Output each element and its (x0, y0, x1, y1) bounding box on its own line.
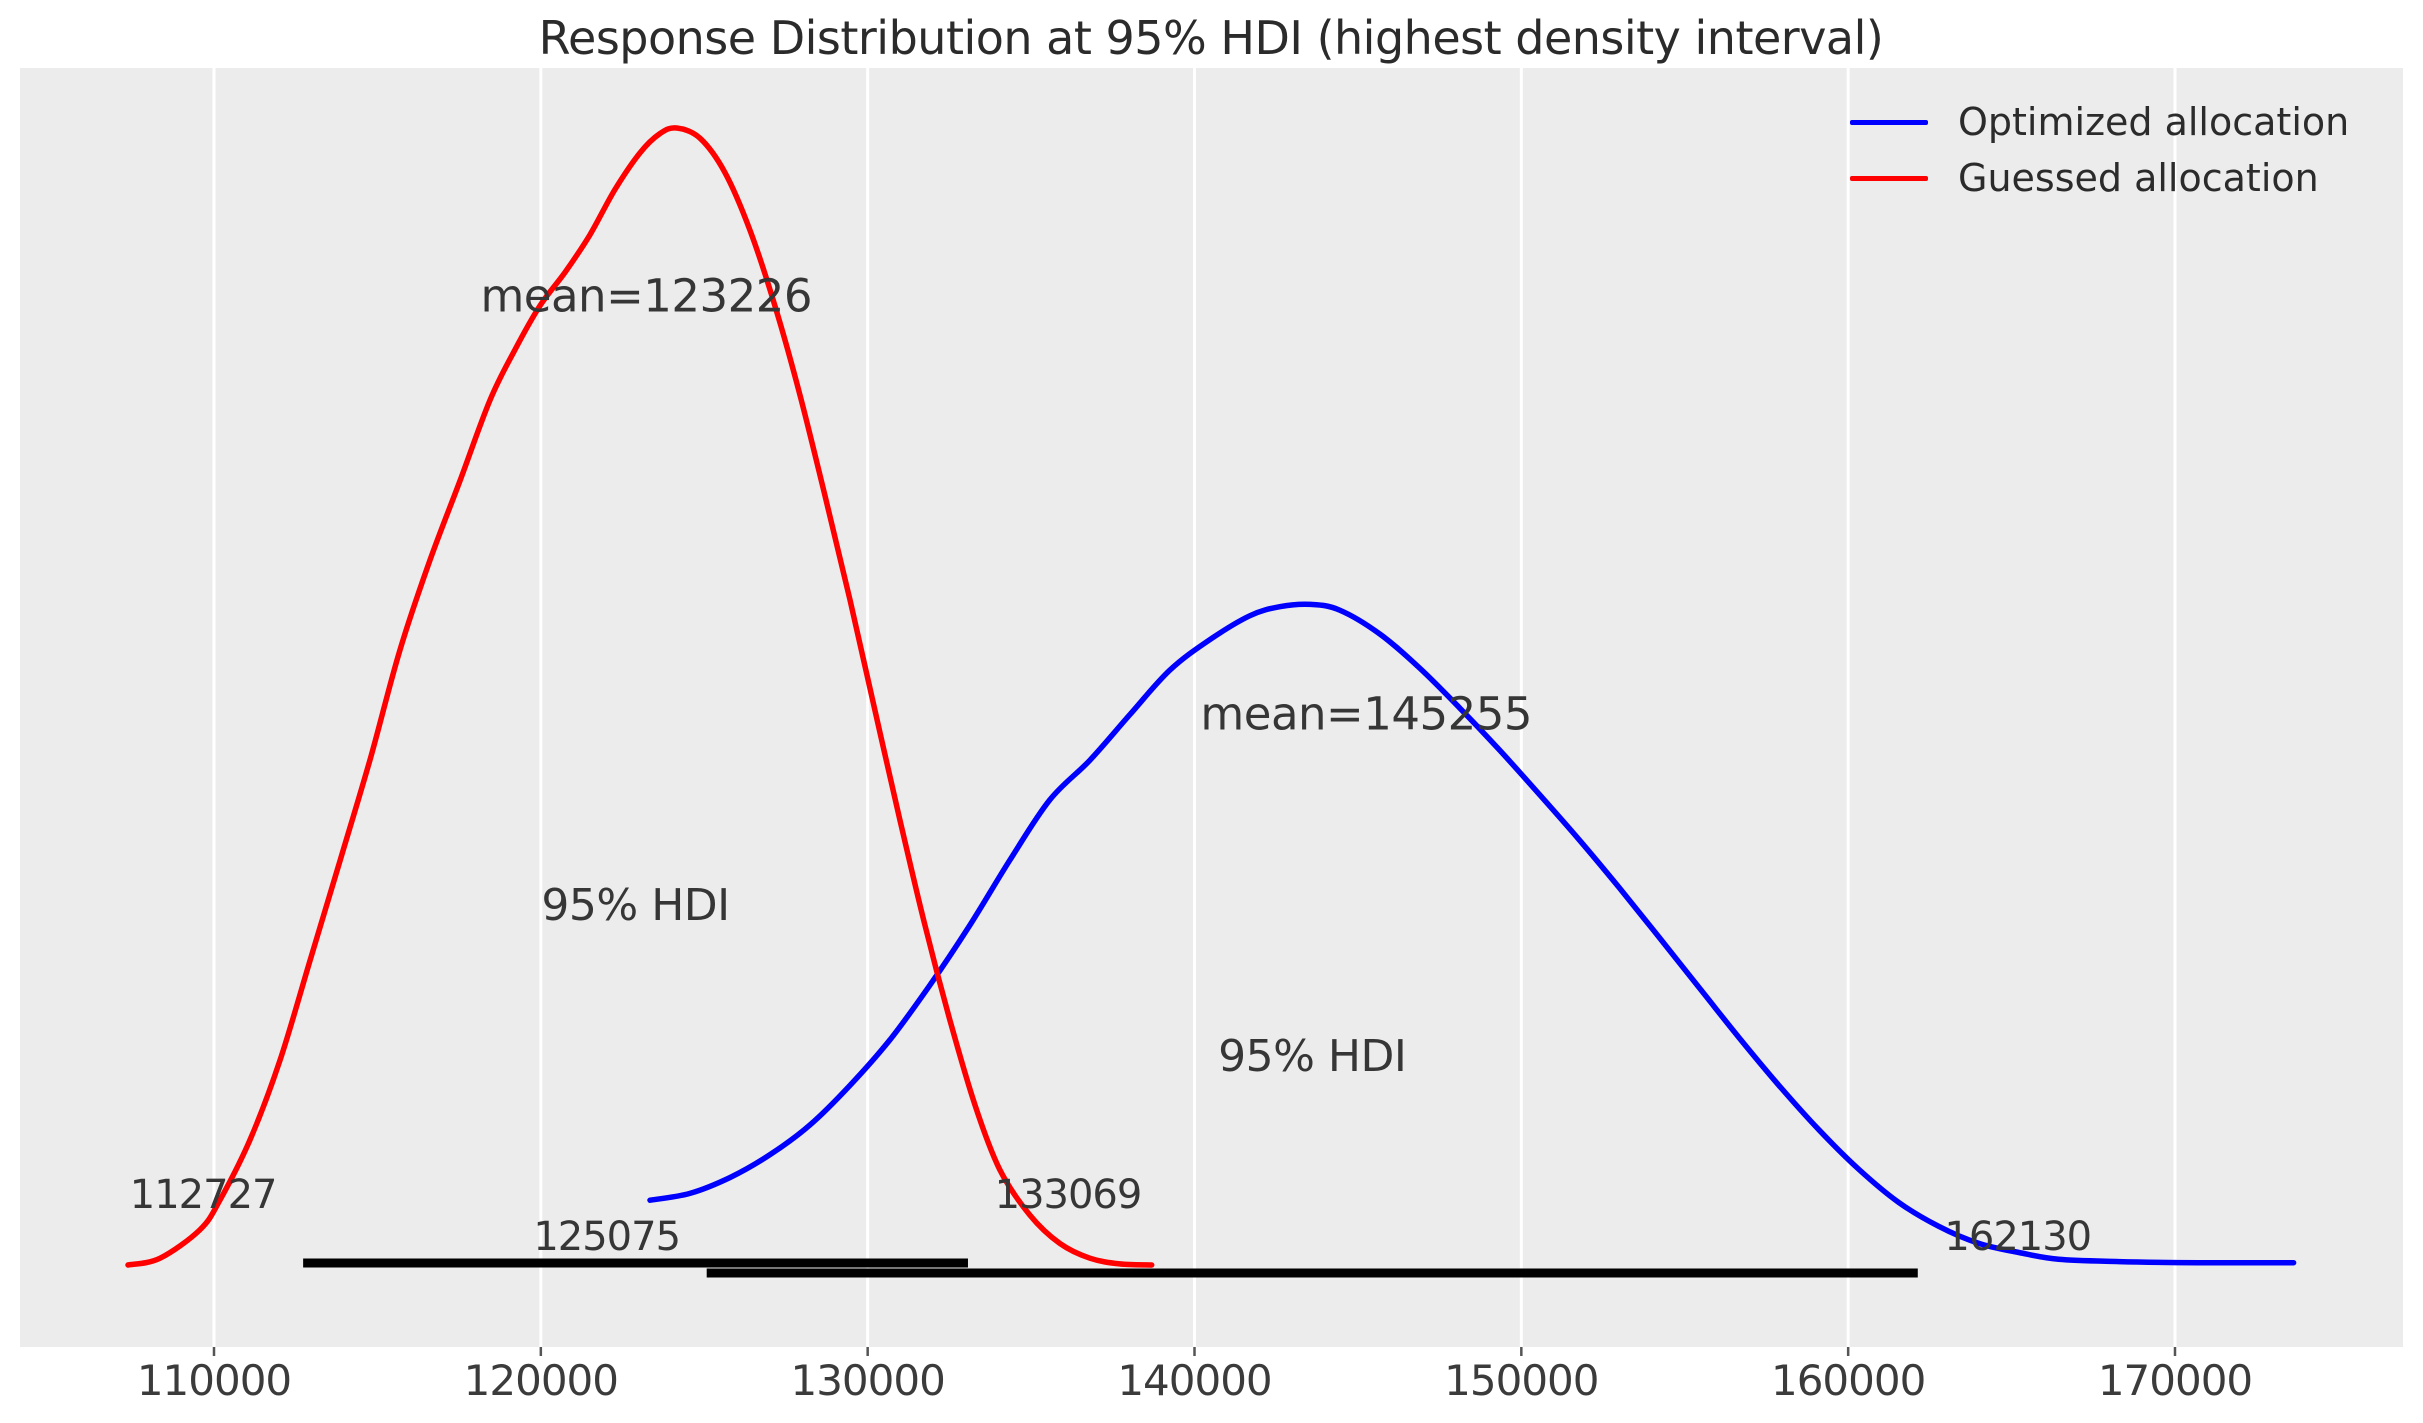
legend-item-guessed: Guessed allocation (1850, 150, 2349, 206)
kde-curve-optimized (647, 601, 2297, 1266)
hdi-low-label-optimized: 125075 (533, 1214, 681, 1260)
x-tick-label: 120000 (463, 1356, 619, 1405)
legend: Optimized allocation Guessed allocation (1850, 94, 2349, 206)
legend-label-optimized: Optimized allocation (1958, 100, 2350, 144)
legend-line-optimized-icon (1850, 119, 1928, 125)
page-title: Response Distribution at 95% HDI (highes… (538, 11, 1884, 65)
legend-item-optimized: Optimized allocation (1850, 94, 2349, 150)
mean-label-optimized: mean=145255 (1200, 687, 1533, 741)
legend-line-guessed-icon (1850, 175, 1928, 181)
x-tick-label: 170000 (2097, 1356, 2253, 1405)
x-tick-label: 130000 (790, 1356, 945, 1405)
kde-curve-guessed (125, 125, 1155, 1268)
hdi-high-label-optimized: 162130 (1944, 1214, 2092, 1260)
x-tick-label: 160000 (1770, 1356, 1926, 1405)
x-tick-label: 140000 (1117, 1356, 1272, 1405)
mean-label-guessed: mean=123226 (480, 269, 813, 323)
plot-area (20, 68, 2403, 1347)
hdi-bar-optimized (706, 1268, 1918, 1278)
hdi-high-label-guessed: 133069 (994, 1172, 1143, 1218)
x-tick-label: 110000 (136, 1356, 292, 1405)
hdi-bar-guessed (303, 1258, 968, 1268)
hdi-low-label-guessed: 112727 (129, 1172, 278, 1218)
hdi-label-guessed: 95% HDI (541, 880, 730, 931)
x-tick-label: 150000 (1444, 1356, 1599, 1405)
hdi-label-optimized: 95% HDI (1218, 1031, 1407, 1082)
legend-label-guessed: Guessed allocation (1958, 156, 2319, 200)
